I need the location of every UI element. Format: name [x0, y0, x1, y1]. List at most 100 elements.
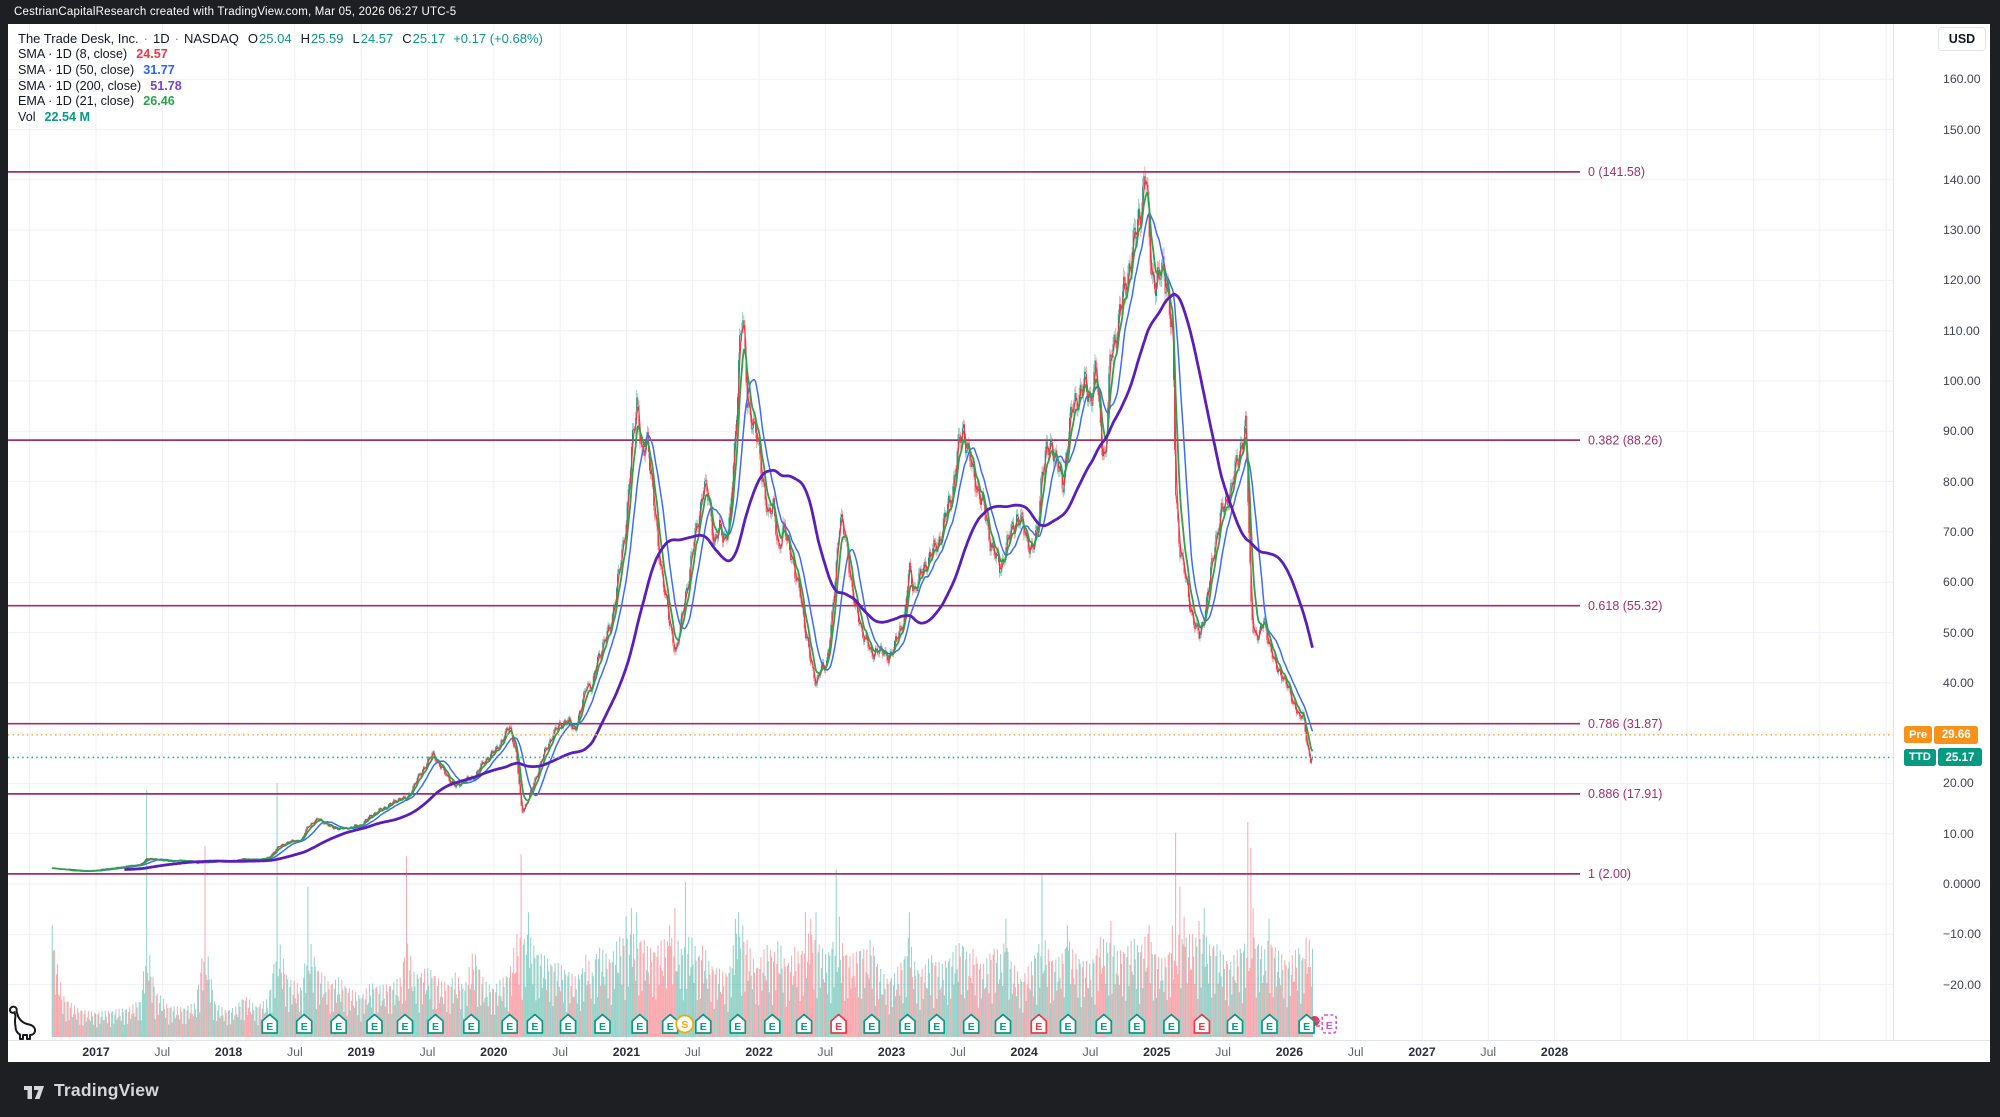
- svg-text:E: E: [904, 1021, 911, 1033]
- svg-text:E: E: [1266, 1021, 1273, 1033]
- earnings-marker[interactable]: E: [763, 1013, 781, 1034]
- svg-text:E: E: [1198, 1021, 1205, 1033]
- svg-text:E: E: [1064, 1021, 1071, 1033]
- earnings-marker[interactable]: E: [830, 1013, 847, 1034]
- earnings-marker[interactable]: E: [899, 1013, 916, 1034]
- indicator-legend-row[interactable]: SMA · 1D (8, close) 24.57: [18, 47, 543, 63]
- time-tick: Jul: [950, 1044, 966, 1059]
- earnings-marker[interactable]: E: [962, 1013, 980, 1034]
- earnings-marker[interactable]: E: [462, 1013, 480, 1034]
- earnings-marker[interactable]: E: [366, 1013, 383, 1034]
- indicator-label: SMA · 1D (8, close): [18, 47, 128, 62]
- indicator-label: EMA · 1D (21, close): [18, 94, 135, 109]
- time-tick: Jul: [684, 1044, 701, 1059]
- indicator-legend-row[interactable]: SMA · 1D (50, close) 31.77: [18, 62, 543, 78]
- price-tick: 150.00: [1943, 122, 1981, 137]
- earnings-marker[interactable]: E: [261, 1013, 279, 1034]
- tradingview-brand[interactable]: TradingView: [22, 1074, 159, 1106]
- earnings-marker[interactable]: E: [330, 1013, 348, 1034]
- price-tick: 160.00: [1943, 72, 1981, 87]
- left-frame-strip: [0, 0, 8, 1117]
- time-tick: Jul: [1480, 1044, 1497, 1059]
- earnings-marker[interactable]: E: [396, 1013, 414, 1034]
- svg-text:E: E: [301, 1021, 308, 1033]
- earnings-marker[interactable]: E: [1193, 1013, 1211, 1034]
- earnings-marker[interactable]: E: [795, 1013, 813, 1034]
- svg-text:1 (2.00): 1 (2.00): [1588, 867, 1631, 881]
- earnings-marker[interactable]: E: [694, 1013, 712, 1034]
- earnings-marker[interactable]: E: [1226, 1013, 1244, 1034]
- price-tick: 90.00: [1943, 424, 1974, 439]
- earnings-marker[interactable]: E: [729, 1013, 747, 1034]
- time-tick: 2018: [214, 1044, 243, 1059]
- symbol-legend-row[interactable]: The Trade Desk, Inc. · 1D · NASDAQ O25.0…: [18, 31, 543, 47]
- earnings-marker[interactable]: E: [928, 1013, 946, 1034]
- price-tick: −20.00: [1943, 977, 1981, 992]
- ohlc-value: 25.17: [412, 31, 446, 47]
- fib-level-labels: 0 (141.58) 0.382 (88.26) 0.618 (55.32) 0.78…: [1588, 165, 1662, 881]
- svg-text:E: E: [868, 1021, 875, 1033]
- time-axis[interactable]: 2017 Jul 2018 Jul 2019 Jul 2020 Jul 2021 Jul 2022 J…: [8, 1040, 1990, 1062]
- time-tick: 2026: [1275, 1044, 1304, 1059]
- svg-text:E: E: [1133, 1021, 1140, 1033]
- svg-text:E: E: [432, 1021, 439, 1033]
- svg-text:E: E: [335, 1021, 342, 1033]
- currency-button[interactable]: USD: [1938, 27, 1986, 51]
- ohlc-letter: C: [402, 31, 412, 47]
- indicator-label: Vol: [18, 109, 36, 124]
- tradingview-brand-text: TradingView: [54, 1079, 159, 1100]
- price-tick: 70.00: [1943, 524, 1974, 539]
- earnings-marker[interactable]: E: [1261, 1013, 1278, 1034]
- price-label-premarket[interactable]: Pre 29.66: [1904, 725, 1979, 744]
- earnings-marker[interactable]: E: [1030, 1013, 1048, 1034]
- legend: The Trade Desk, Inc. · 1D · NASDAQ O25.0…: [18, 31, 543, 125]
- earnings-marker[interactable]: E: [1163, 1013, 1180, 1034]
- dino-drawing[interactable]: [9, 1005, 37, 1040]
- time-tick: 2025: [1143, 1044, 1171, 1059]
- earnings-marker[interactable]: E: [994, 1013, 1012, 1034]
- earnings-marker[interactable]: E: [863, 1013, 881, 1034]
- earnings-marker[interactable]: E: [1059, 1013, 1077, 1034]
- price-label-last[interactable]: TTD 25.17: [1904, 748, 1982, 767]
- svg-text:E: E: [801, 1021, 808, 1033]
- svg-text:S: S: [681, 1019, 688, 1031]
- price-tick: 40.00: [1943, 675, 1974, 690]
- earnings-marker[interactable]: E: [526, 1013, 544, 1034]
- svg-text:E: E: [599, 1021, 606, 1033]
- indicator-legend-row[interactable]: SMA · 1D (200, close) 51.78: [18, 78, 543, 94]
- future-earnings-marker[interactable]: E: [1316, 1014, 1337, 1034]
- earnings-marker[interactable]: E: [631, 1013, 649, 1034]
- grid-lines: [8, 24, 1893, 1040]
- indicator-legend-row[interactable]: EMA · 1D (21, close) 26.46: [18, 93, 543, 109]
- svg-text:E: E: [1231, 1021, 1238, 1033]
- earnings-marker[interactable]: E: [1298, 1013, 1315, 1034]
- earnings-marker[interactable]: E: [1095, 1013, 1113, 1034]
- svg-text:0.618 (55.32): 0.618 (55.32): [1588, 599, 1662, 613]
- earnings-marker[interactable]: E: [501, 1013, 519, 1034]
- price-tick: 60.00: [1943, 575, 1974, 590]
- time-tick: 2021: [612, 1044, 641, 1059]
- candles-layer: [51, 166, 1313, 872]
- svg-text:E: E: [700, 1021, 707, 1033]
- indicator-value: 26.46: [143, 94, 175, 109]
- footer-bar: [0, 1062, 2000, 1117]
- earnings-marker[interactable]: E: [427, 1013, 444, 1034]
- svg-text:E: E: [933, 1021, 940, 1033]
- ohlc-value: 25.59: [310, 31, 344, 47]
- split-marker[interactable]: S: [675, 1014, 695, 1034]
- fib-retracement-lines[interactable]: [8, 171, 1580, 875]
- earnings-marker[interactable]: E: [594, 1013, 611, 1034]
- time-tick: 2019: [347, 1044, 375, 1059]
- price-axis[interactable]: USD 160.00 150.00 140.00 130.00 120.00 110.00…: [1893, 24, 1990, 1040]
- svg-text:E: E: [835, 1021, 842, 1033]
- svg-text:E: E: [531, 1021, 538, 1033]
- indicator-legend-row[interactable]: Vol 22.54 M: [18, 109, 543, 125]
- earnings-marker[interactable]: E: [295, 1013, 313, 1034]
- watermark-bar: CestrianCapitalResearch created with Tra…: [0, 0, 2000, 24]
- earnings-marker[interactable]: E: [1128, 1013, 1146, 1034]
- price-tick: 140.00: [1943, 172, 1981, 187]
- earnings-marker[interactable]: E: [559, 1013, 577, 1034]
- price-tick: 20.00: [1943, 776, 1974, 791]
